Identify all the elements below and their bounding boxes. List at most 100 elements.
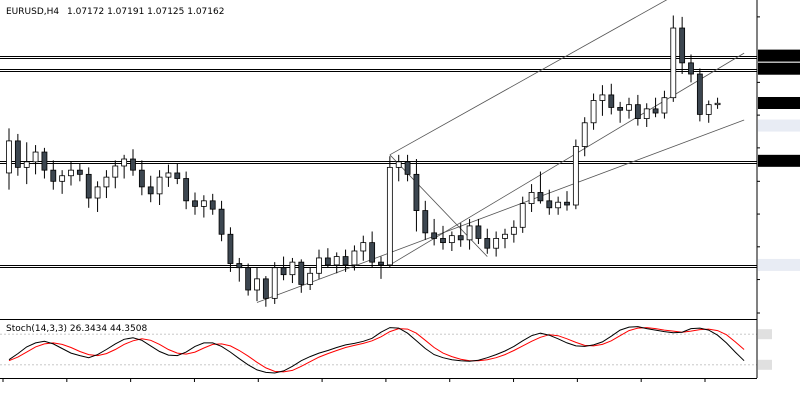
candle-body	[192, 200, 198, 207]
candle	[103, 170, 110, 199]
candle	[236, 257, 243, 282]
candle-body	[236, 263, 243, 269]
candle	[705, 100, 712, 123]
chart-header: EURUSD,H4 1.07172 1.07191 1.07125 1.0716…	[6, 7, 224, 17]
candles	[6, 15, 721, 307]
candle-body	[280, 267, 287, 276]
channel-middle-line	[389, 52, 745, 266]
candle	[431, 218, 438, 246]
candle-body	[324, 257, 331, 266]
stochastic-label: Stoch(14,3,3) 26.3434 44.3508	[6, 324, 147, 334]
candle-body	[351, 250, 358, 266]
candle	[200, 195, 207, 218]
candle-body	[138, 169, 145, 188]
candle	[41, 147, 48, 179]
candle	[316, 249, 322, 279]
candle	[68, 161, 74, 186]
stochastic-panel[interactable]: Stoch(14,3,3) 26.3434 44.3508	[0, 320, 757, 378]
candle	[564, 191, 570, 211]
candle	[493, 231, 500, 257]
candle	[634, 94, 641, 126]
candle-body	[218, 208, 225, 235]
candle	[333, 252, 340, 274]
candle-body	[652, 108, 659, 114]
candle	[617, 101, 624, 123]
candle-body	[289, 261, 296, 276]
candle	[440, 225, 446, 250]
candle	[165, 164, 172, 187]
price-tag-bg	[758, 96, 800, 109]
candle	[404, 154, 411, 182]
candle	[351, 245, 358, 271]
symbol-timeframe: EURUSD,H4	[6, 7, 59, 17]
candle	[626, 97, 632, 119]
candle-body	[493, 238, 500, 249]
candle	[85, 167, 92, 208]
candle	[475, 218, 482, 245]
price-tag-bg	[758, 62, 800, 75]
candle	[652, 97, 659, 118]
candle	[360, 235, 367, 261]
candle-body	[688, 62, 694, 75]
candle	[289, 257, 296, 284]
candle-body	[156, 176, 163, 195]
candle-body	[555, 201, 562, 209]
candle	[466, 218, 473, 250]
candle-body	[316, 257, 322, 274]
candle	[245, 263, 252, 296]
candle	[386, 156, 393, 268]
candle	[422, 200, 429, 240]
candle-body	[369, 242, 376, 263]
candle	[50, 160, 57, 190]
candle	[183, 171, 190, 210]
candle-body	[572, 146, 579, 206]
candle	[156, 170, 163, 206]
candle-body	[59, 175, 66, 182]
candle-body	[431, 232, 438, 239]
candle-body	[386, 166, 393, 266]
channel-upper-line	[389, 0, 668, 156]
candle-body	[50, 169, 57, 182]
channel-lower-line	[256, 119, 745, 303]
candle-body	[599, 94, 606, 101]
candle	[254, 267, 260, 302]
main-price-panel[interactable]	[0, 0, 757, 319]
candle	[369, 231, 376, 268]
candle-body	[502, 233, 508, 239]
price-tag-bg	[758, 154, 800, 167]
candle-body	[475, 225, 482, 239]
candle	[555, 196, 562, 215]
candle-body	[342, 256, 349, 266]
candle-body	[440, 238, 446, 244]
candle	[519, 196, 526, 233]
time-axis[interactable]	[0, 378, 800, 400]
osc-tag-bg	[758, 359, 772, 370]
candle	[76, 163, 83, 182]
candle	[484, 228, 491, 254]
candle	[271, 262, 278, 304]
candle-body	[85, 173, 92, 199]
candle-body	[528, 192, 535, 205]
candle-body	[32, 151, 39, 163]
candle-body	[670, 27, 677, 99]
candle-body	[23, 161, 30, 168]
candle	[510, 220, 517, 243]
candle	[590, 93, 597, 130]
candle-body	[333, 256, 340, 266]
candle	[23, 142, 30, 185]
candle-body	[76, 169, 83, 175]
price-tag-bg	[758, 258, 800, 271]
candle-body	[227, 233, 234, 264]
candle-body	[510, 226, 517, 235]
candle	[324, 248, 331, 268]
candle-body	[209, 200, 216, 210]
candle-body	[147, 186, 154, 195]
candle-body	[714, 102, 721, 106]
candle-body	[705, 104, 712, 115]
candle-body	[404, 161, 411, 175]
candle	[546, 189, 553, 215]
candle	[608, 83, 615, 115]
candle-body	[537, 192, 544, 202]
candle-body	[307, 272, 314, 285]
